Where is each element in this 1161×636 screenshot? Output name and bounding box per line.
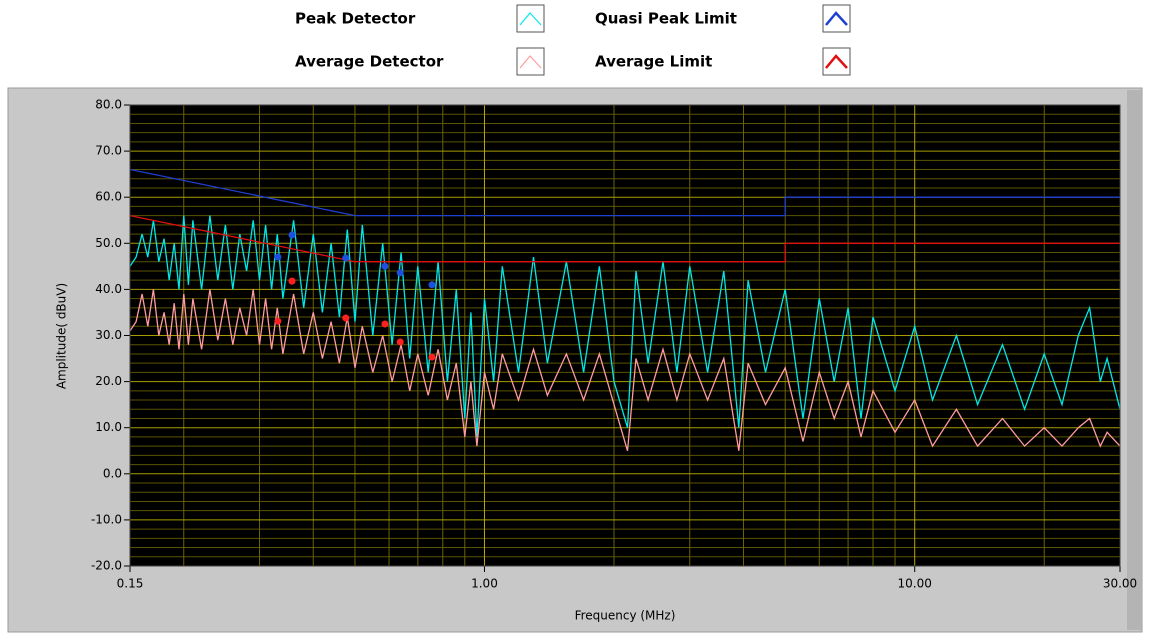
legend-icon-box	[822, 47, 851, 76]
grid	[130, 105, 1120, 566]
series-line	[130, 168, 1120, 217]
marker-point	[396, 269, 404, 277]
marker-point	[428, 353, 436, 361]
legend-icon-box	[822, 4, 851, 33]
legend-icon	[825, 11, 848, 26]
series-line	[130, 289, 1120, 451]
y-tick-label: 80.0	[95, 98, 122, 112]
marker-point	[342, 314, 350, 322]
y-tick-label: 0.0	[103, 466, 122, 480]
x-axis-label: Frequency (MHz)	[575, 609, 676, 623]
marker-point	[288, 231, 296, 239]
y-tick-label: 50.0	[95, 236, 122, 250]
traces	[130, 168, 1120, 451]
marker-point	[381, 262, 389, 270]
frame-edge	[1127, 90, 1141, 630]
series-line	[130, 214, 1120, 263]
marker-point	[274, 253, 282, 261]
legend-icon	[519, 12, 542, 26]
legend-label: Average Detector	[295, 53, 444, 71]
marker-point	[274, 317, 282, 325]
y-tick-label: 10.0	[95, 420, 122, 434]
legend: Peak Detector Average Detector Quasi Peak …	[295, 4, 851, 76]
x-tick-label: 30.00	[1103, 577, 1137, 591]
legend-label: Peak Detector	[295, 10, 416, 28]
axes: 80.0 70.0 60.0 50.0 40.0 30.0 20.0 10.0 0.0 -10.0…	[91, 98, 1137, 591]
legend-icon	[519, 55, 542, 69]
y-tick-label: 40.0	[95, 282, 122, 296]
y-tick-label: 60.0	[95, 190, 122, 204]
legend-label: Quasi Peak Limit	[595, 10, 737, 28]
legend-icon-box	[516, 4, 545, 33]
y-tick-label: -20.0	[91, 559, 122, 573]
marker-point	[381, 320, 389, 328]
y-tick-label: -10.0	[91, 512, 122, 526]
x-tick-label: 10.00	[898, 577, 932, 591]
marker-point	[428, 281, 436, 289]
legend-icon-box	[516, 47, 545, 76]
y-tick-label: 30.0	[95, 328, 122, 342]
x-tick-label: 0.15	[117, 577, 144, 591]
plot-border	[129, 104, 1121, 567]
marker-point	[396, 338, 404, 346]
x-tick-label: 1.00	[471, 577, 498, 591]
series-line	[130, 215, 1120, 437]
marker-point	[342, 254, 350, 262]
y-axis-label: Amplitude( dBuV)	[55, 283, 69, 389]
marker-point	[288, 277, 296, 285]
y-tick-label: 20.0	[95, 374, 122, 388]
legend-label: Average Limit	[595, 53, 712, 71]
y-tick-label: 70.0	[95, 144, 122, 158]
legend-icon	[825, 54, 848, 69]
